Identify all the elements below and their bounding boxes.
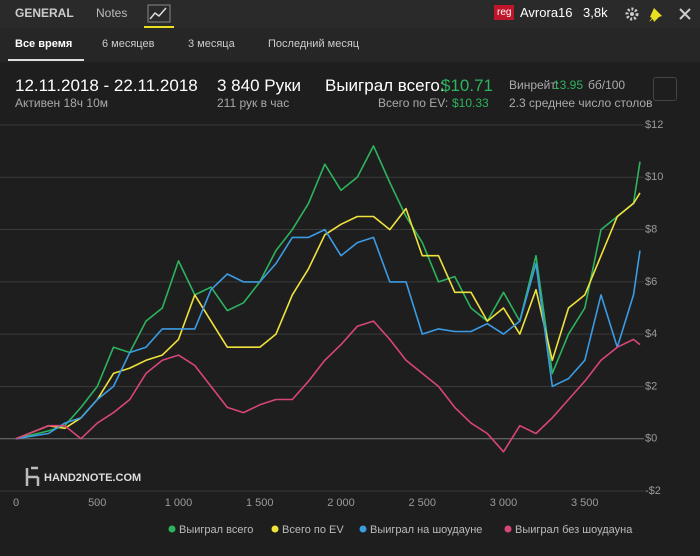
top-bar: [0, 0, 700, 28]
active-time: Активен 18ч 10м: [15, 96, 108, 110]
logo: HAND2NOTE.COM: [25, 466, 141, 486]
settings-button[interactable]: [653, 77, 677, 101]
x-tick-label: 1 500: [246, 497, 274, 509]
legend-label: Выиграл на шоудауне: [370, 524, 482, 536]
tab[interactable]: GENERAL: [15, 6, 74, 20]
y-tick-label: $2: [645, 380, 657, 392]
x-tick-label: 500: [88, 497, 106, 509]
y-tick-label: $0: [645, 433, 657, 445]
close-icon[interactable]: [679, 8, 691, 20]
legend-marker: [168, 525, 176, 533]
legend-label: Выиграл без шоудауна: [515, 524, 633, 536]
user-count: 3,8k: [583, 5, 608, 20]
x-tick-label: 0: [13, 497, 19, 509]
winrate-value: 13.95: [553, 78, 584, 92]
period-tab[interactable]: 3 месяца: [188, 38, 235, 50]
date-range: 12.11.2018 - 22.11.2018: [15, 76, 198, 95]
settings-icon[interactable]: [625, 7, 639, 21]
period-tab[interactable]: Все время: [15, 38, 73, 50]
hands-per-hour: 211 рук в час: [217, 96, 290, 110]
period-tab[interactable]: Последний месяц: [268, 38, 360, 50]
winrate-label: Винрейт:: [509, 78, 560, 92]
x-tick-label: 2 500: [408, 497, 436, 509]
chart-tab-icon[interactable]: [144, 2, 174, 30]
series-line: [15, 320, 641, 453]
legend-marker: [359, 525, 367, 533]
y-tick-label: $8: [645, 223, 657, 235]
series-line: [15, 228, 641, 440]
y-tick-label: $12: [645, 119, 663, 131]
legend-marker: [504, 525, 512, 533]
series-line: [15, 145, 641, 440]
tables-avg: 2.3 среднее число столов: [509, 96, 653, 110]
legend-label: Выиграл всего: [179, 524, 253, 536]
won-value: $10.71: [441, 76, 493, 95]
user-name[interactable]: Avrora16: [520, 5, 573, 20]
logo-text: HAND2NOTE.COM: [44, 472, 141, 484]
ev-label: Всего по EV:: [378, 96, 449, 110]
legend-marker: [271, 525, 279, 533]
legend-item[interactable]: Всего по EV: [271, 524, 345, 536]
legend-item[interactable]: Выиграл на шоудауне: [359, 524, 483, 536]
x-tick-label: 3 000: [490, 497, 518, 509]
x-tick-label: 3 500: [571, 497, 599, 509]
hands: 3 840 Руки: [217, 76, 302, 95]
x-tick-label: 2 000: [327, 497, 355, 509]
ev-value: $10.33: [452, 96, 489, 110]
tab[interactable]: Notes: [96, 6, 128, 20]
x-tick-label: 1 000: [165, 497, 193, 509]
user-badge: reg: [494, 5, 515, 20]
legend-item[interactable]: Выиграл без шоудауна: [504, 524, 634, 536]
y-tick-label: $6: [645, 276, 657, 288]
won-label: Выиграл всего:: [325, 76, 445, 95]
active-indicator: [8, 59, 84, 61]
legend-item[interactable]: Выиграл всего: [168, 524, 254, 536]
legend-label: Всего по EV: [282, 524, 344, 536]
period-tab[interactable]: 6 месяцев: [102, 38, 155, 50]
winrate-unit: бб/100: [588, 78, 626, 92]
series-line: [15, 192, 641, 440]
pin-icon[interactable]: [649, 8, 662, 22]
toolbar-icons: [625, 7, 691, 22]
y-tick-label: $10: [645, 171, 663, 183]
y-tick-label: -$2: [645, 485, 661, 497]
y-tick-label: $4: [645, 328, 657, 340]
period-bar: [0, 28, 700, 62]
